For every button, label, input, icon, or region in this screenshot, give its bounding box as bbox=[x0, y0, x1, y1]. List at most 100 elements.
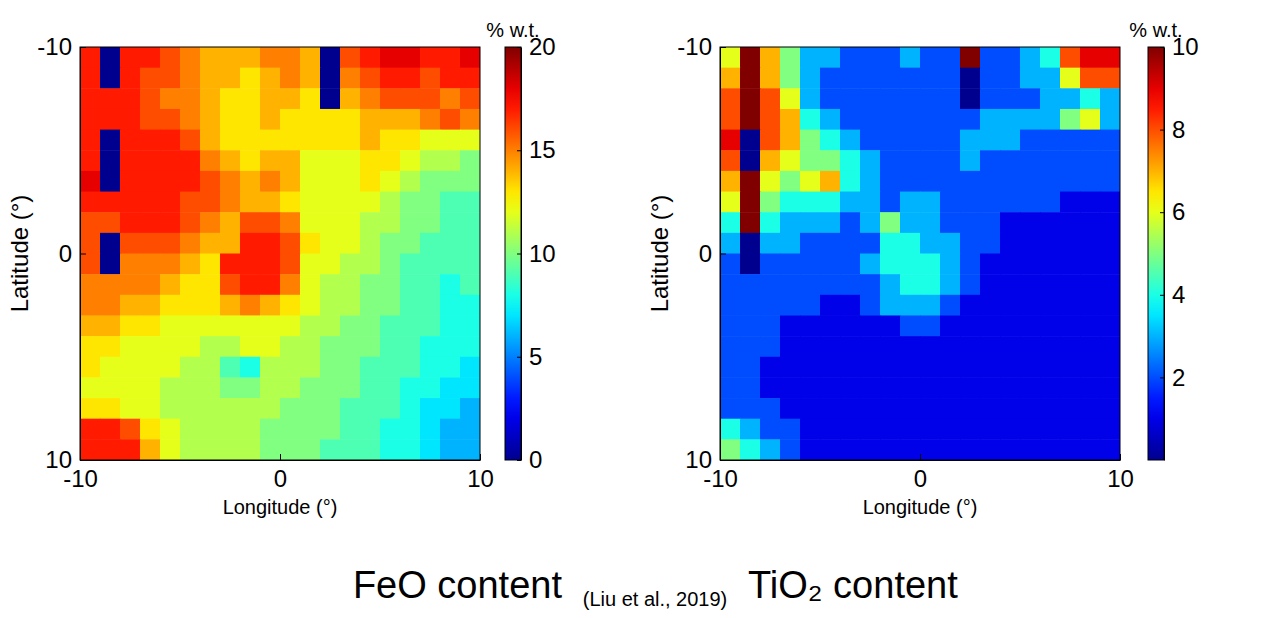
cell bbox=[240, 233, 261, 254]
cell bbox=[300, 47, 321, 68]
cell bbox=[760, 315, 781, 336]
cell bbox=[420, 439, 441, 460]
cell bbox=[780, 336, 801, 357]
tick-label: 0 bbox=[59, 240, 72, 267]
cell bbox=[880, 192, 901, 213]
cell bbox=[380, 398, 401, 419]
cell bbox=[1080, 212, 1101, 233]
cell bbox=[1080, 233, 1101, 254]
cell bbox=[900, 47, 921, 68]
tick: -10 bbox=[37, 33, 86, 60]
cell bbox=[1040, 398, 1061, 419]
cell bbox=[380, 233, 401, 254]
cell bbox=[280, 315, 301, 336]
cell bbox=[840, 171, 861, 192]
cell bbox=[80, 315, 101, 336]
cell bbox=[1020, 357, 1041, 378]
cell bbox=[420, 150, 441, 171]
cell bbox=[80, 233, 101, 254]
cell bbox=[860, 68, 881, 89]
cell bbox=[340, 398, 361, 419]
cell bbox=[920, 254, 941, 275]
cell bbox=[780, 274, 801, 295]
cell bbox=[160, 315, 181, 336]
cell bbox=[260, 295, 281, 316]
cell bbox=[1000, 233, 1021, 254]
cell bbox=[1080, 377, 1101, 398]
cell bbox=[840, 336, 861, 357]
cell bbox=[740, 295, 761, 316]
cell bbox=[440, 315, 461, 336]
cell bbox=[320, 233, 341, 254]
cell bbox=[340, 150, 361, 171]
cell bbox=[240, 254, 261, 275]
cell bbox=[1000, 419, 1021, 440]
cell bbox=[280, 357, 301, 378]
cell bbox=[200, 109, 221, 130]
cell bbox=[240, 47, 261, 68]
cell bbox=[100, 192, 121, 213]
cell bbox=[360, 254, 381, 275]
cell bbox=[720, 68, 741, 89]
tick-label: -10 bbox=[37, 33, 72, 60]
cell bbox=[1060, 315, 1081, 336]
cell bbox=[120, 88, 141, 109]
cell bbox=[120, 295, 141, 316]
cell bbox=[440, 377, 461, 398]
cell bbox=[1100, 150, 1120, 171]
cell bbox=[960, 233, 981, 254]
cell bbox=[220, 109, 241, 130]
cell bbox=[260, 192, 281, 213]
colorbar-axis: 246810 bbox=[1160, 33, 1199, 460]
cell bbox=[460, 315, 480, 336]
cell bbox=[80, 357, 101, 378]
cell bbox=[100, 439, 121, 460]
cell bbox=[800, 109, 821, 130]
cell bbox=[260, 212, 281, 233]
cell bbox=[980, 254, 1001, 275]
cell bbox=[900, 398, 921, 419]
cell bbox=[900, 192, 921, 213]
cell bbox=[340, 315, 361, 336]
cell bbox=[940, 47, 961, 68]
tick-label: 5 bbox=[529, 343, 542, 370]
tick-label: 4 bbox=[1172, 281, 1185, 308]
cell bbox=[320, 171, 341, 192]
cell bbox=[1040, 357, 1061, 378]
cell bbox=[160, 68, 181, 89]
cell bbox=[720, 315, 741, 336]
cell bbox=[740, 377, 761, 398]
cell bbox=[840, 88, 861, 109]
cell bbox=[360, 212, 381, 233]
cell bbox=[160, 336, 181, 357]
cell bbox=[880, 68, 901, 89]
cell bbox=[960, 419, 981, 440]
cell bbox=[460, 336, 480, 357]
cell bbox=[860, 336, 881, 357]
cell bbox=[1040, 315, 1061, 336]
cell bbox=[140, 130, 161, 151]
cell bbox=[160, 439, 181, 460]
tick-mark bbox=[517, 150, 521, 151]
cell bbox=[400, 130, 421, 151]
cell bbox=[280, 171, 301, 192]
cell bbox=[840, 109, 861, 130]
cell bbox=[440, 109, 461, 130]
cell bbox=[240, 192, 261, 213]
cell bbox=[300, 398, 321, 419]
cell bbox=[1000, 68, 1021, 89]
cell bbox=[360, 398, 381, 419]
cell bbox=[380, 109, 401, 130]
cell bbox=[420, 68, 441, 89]
cell bbox=[160, 254, 181, 275]
cell bbox=[1100, 109, 1120, 130]
cell bbox=[760, 254, 781, 275]
cell bbox=[300, 357, 321, 378]
cell bbox=[100, 274, 121, 295]
cell bbox=[1100, 336, 1120, 357]
cell bbox=[420, 274, 441, 295]
cell bbox=[780, 109, 801, 130]
cell bbox=[940, 398, 961, 419]
cell bbox=[960, 150, 981, 171]
cell bbox=[220, 315, 241, 336]
